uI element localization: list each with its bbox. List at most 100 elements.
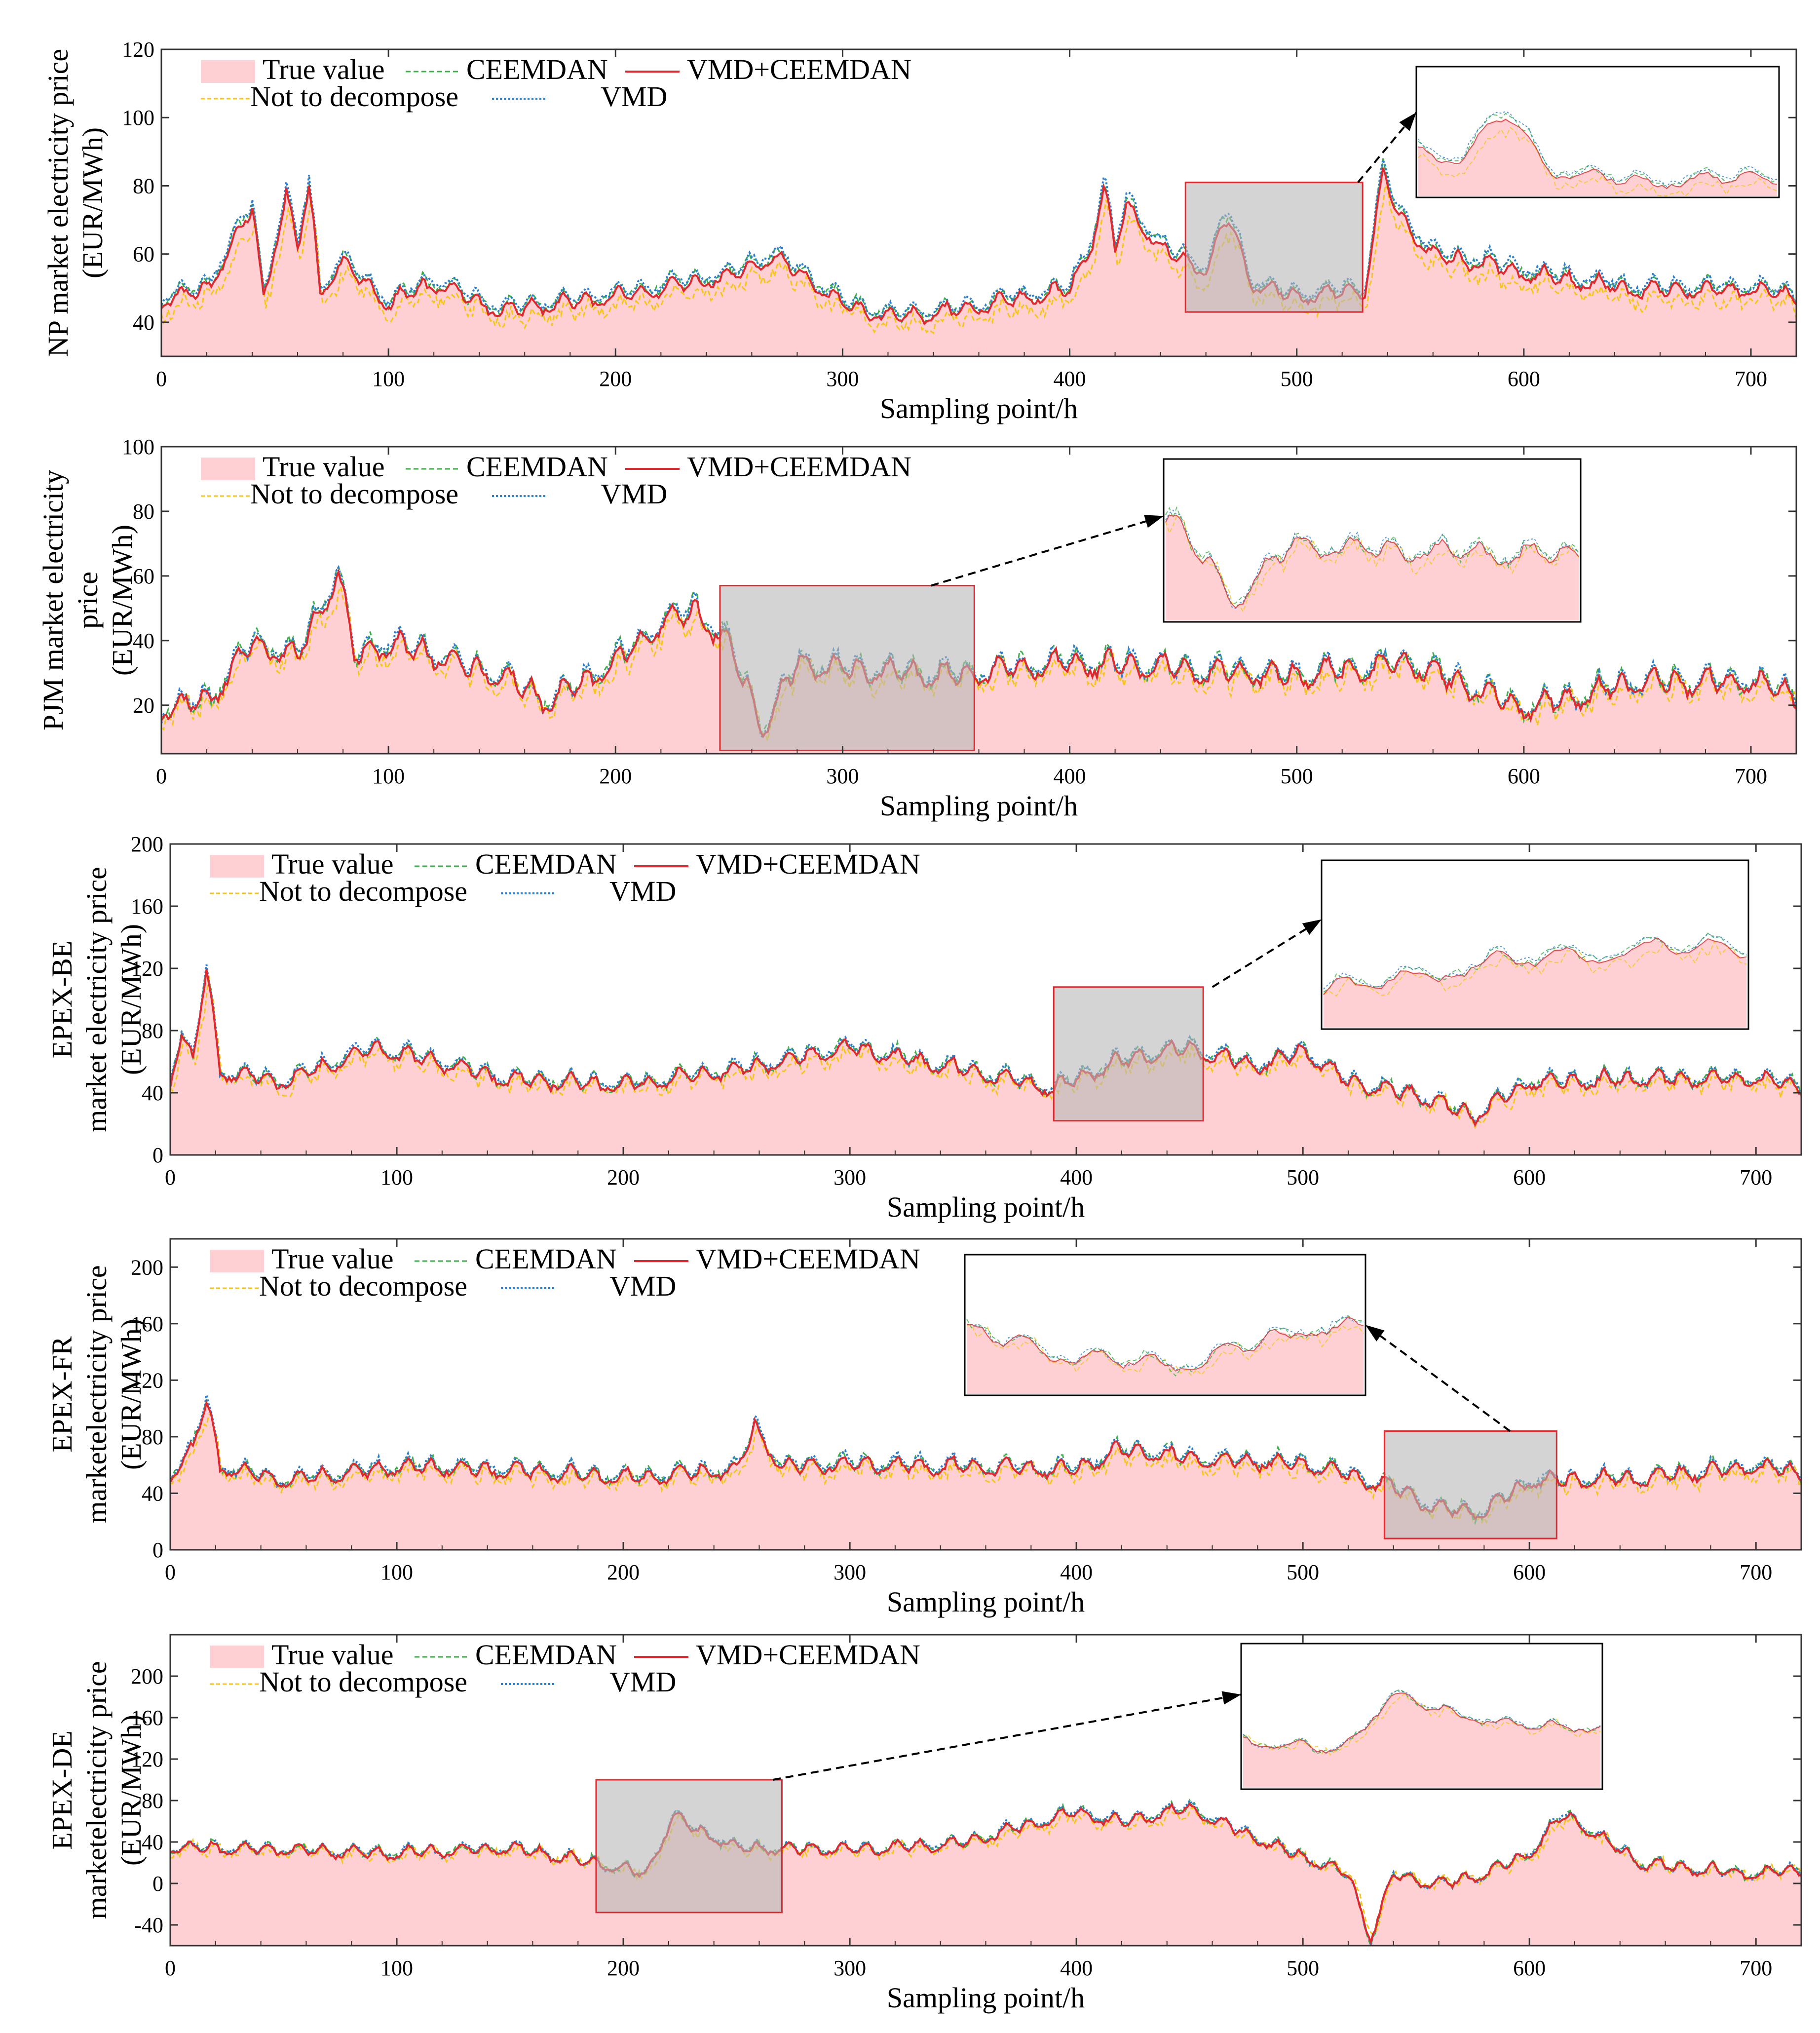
x-tick-label: 400: [1060, 1165, 1093, 1189]
x-tick-label: 600: [1508, 367, 1540, 391]
x-tick-label: 300: [826, 764, 859, 788]
zoom-inset-plot: [1418, 111, 1778, 197]
zoom-arrow-head: [1399, 112, 1416, 131]
x-tick-label: 100: [372, 764, 405, 788]
x-tick-label: 600: [1513, 1956, 1546, 1980]
chart-panel-epex_be: 0 100 200 300 400 500 600 700 0 40 80 120 160 200 Samp…: [46, 832, 1802, 1223]
zoom-arrow-head: [1365, 1325, 1385, 1342]
legend-label-true-value: True value: [271, 848, 394, 880]
y-tick-label: 80: [142, 1789, 163, 1813]
y-axis-title: NP market electricity price (EUR/MWh): [42, 49, 109, 357]
zoom-region-box: [1184, 182, 1364, 313]
plot-area-np: [161, 156, 1796, 356]
y-tick-label: 80: [133, 499, 154, 524]
inset-series-vmdc: [1243, 1692, 1601, 1754]
inset-series-vmd: [1323, 933, 1747, 990]
x-tick-label: 700: [1735, 367, 1767, 391]
x-axis-title: Sampling point/h: [880, 790, 1078, 822]
legend-label-vmd-ceemdan: VMD+CEEMDAN: [687, 451, 911, 483]
x-tick-label: 600: [1513, 1165, 1546, 1189]
y-axis-title-line: marketelectricity price: [80, 1661, 113, 1919]
legend-label-vmd-ceemdan: VMD+CEEMDAN: [687, 53, 911, 85]
legend-swatch-true-value: [210, 1250, 264, 1272]
zoom-arrow-line: [1357, 112, 1417, 183]
zoom-inset-plot: [966, 1315, 1364, 1394]
legend: True value CEEMDAN VMD+CEEMDAN Not to decom…: [201, 53, 911, 113]
axis-ticks: 0 100 200 300 400 500 600 700 40 60 80 100 120: [122, 38, 1797, 391]
y-axis-title-line: (EUR/MWh): [106, 525, 138, 676]
series-vmd: [161, 156, 1796, 320]
y-axis-title-line: (EUR/MWh): [115, 924, 147, 1075]
zoom-arrow-head: [1221, 1691, 1241, 1705]
y-tick-label: 120: [131, 1747, 163, 1771]
legend-label-true-value: True value: [271, 1639, 394, 1671]
inset-series-vmdc: [1165, 514, 1579, 609]
x-tick-label: 200: [607, 1165, 640, 1189]
y-axis-title-line: (EUR/MWh): [76, 127, 109, 278]
zoom-inset-plot: [1323, 932, 1747, 1028]
y-axis-title-line: price: [72, 572, 104, 629]
x-tick-label: 700: [1740, 1165, 1772, 1189]
legend-swatch-true-value: [201, 458, 255, 480]
y-tick-label: 60: [133, 564, 154, 588]
y-tick-label: 0: [152, 1538, 163, 1562]
zoom-inset-plot: [1165, 506, 1579, 620]
series-true-value: [161, 570, 1796, 754]
x-tick-label: 400: [1060, 1956, 1093, 1980]
x-tick-label: 0: [156, 764, 167, 788]
y-tick-label: 120: [131, 1368, 163, 1392]
chart-panels: 0 100 200 300 400 500 600 700406080100120Sampli…: [37, 38, 1802, 2014]
inset-true-value: [1243, 1692, 1600, 1788]
inset-series-vmdc: [1323, 937, 1747, 995]
y-tick-label: 40: [142, 1081, 163, 1105]
y-axis-title-line: market electricity price: [80, 867, 113, 1132]
inset-series-ceemdan: [1418, 113, 1778, 190]
chart-panel-epex_de: 0 100 200 300 400 500 600 700-4004080120160200S…: [46, 1634, 1802, 2014]
y-axis-title: EPEX-DE marketelectricity price (EUR/MWh): [46, 1661, 147, 1919]
legend-swatch-true-value: [201, 60, 255, 83]
inset-series-vmdc: [1418, 118, 1778, 190]
x-tick-label: 100: [380, 1956, 413, 1980]
zoom-arrow-head: [1144, 515, 1164, 528]
legend-label-ceemdan: CEEMDAN: [466, 53, 608, 85]
legend-label-not-to-decompose: Not to decompose: [250, 80, 458, 113]
zoom-region-box: [1383, 1430, 1557, 1539]
x-tick-label: 0: [165, 1165, 176, 1189]
x-tick-label: 100: [380, 1165, 413, 1189]
legend-swatch-true-value: [210, 855, 264, 878]
x-tick-label: 200: [599, 764, 632, 788]
series-not-to-decompose: [170, 975, 1801, 1129]
y-axis-title: PJM market electricity price (EUR/MWh): [37, 470, 138, 730]
x-axis-title: Sampling point/h: [887, 1982, 1085, 2014]
legend-label-vmd: VMD: [609, 875, 676, 907]
legend-label-vmd: VMD: [601, 478, 667, 510]
y-tick-label: 0: [152, 1143, 163, 1167]
inset-true-value: [1418, 118, 1777, 196]
x-tick-label: 200: [607, 1560, 640, 1584]
legend-swatch-true-value: [210, 1646, 264, 1668]
x-tick-label: 0: [156, 367, 167, 391]
y-axis-title-line: (EUR/MWh): [115, 1715, 147, 1866]
legend-label-true-value: True value: [263, 53, 385, 85]
x-tick-label: 400: [1060, 1560, 1093, 1584]
y-axis-title: EPEX-FR marketelectricity price (EUR/MWh): [46, 1265, 147, 1523]
x-axis-title: Sampling point/h: [887, 1191, 1085, 1223]
x-tick-label: 700: [1735, 764, 1767, 788]
y-tick-label: 40: [133, 310, 154, 335]
chart-panel-pjm: 0 100 200 300 400 500 600 700 20 40 60 80 100 Samplin…: [37, 435, 1797, 822]
legend-label-vmd: VMD: [601, 80, 667, 113]
inset-series-ceemdan: [1165, 506, 1579, 605]
y-tick-label: 100: [122, 106, 154, 130]
y-tick-label: 40: [133, 629, 154, 653]
x-tick-label: 500: [1281, 367, 1313, 391]
zoom-arrow-line: [1365, 1324, 1511, 1432]
plot-area-epex_de: [170, 1798, 1801, 1946]
x-tick-label: 500: [1287, 1956, 1319, 1980]
series-true-value: [170, 969, 1801, 1155]
inset-true-value: [1166, 515, 1579, 620]
legend-label-ceemdan: CEEMDAN: [466, 451, 608, 483]
y-axis-title-line: PJM market electricity: [37, 470, 69, 730]
x-tick-label: 200: [607, 1956, 640, 1980]
x-tick-label: 400: [1054, 367, 1086, 391]
